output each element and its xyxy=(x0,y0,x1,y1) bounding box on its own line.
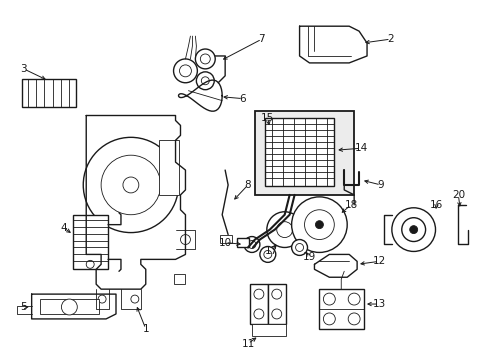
Text: 3: 3 xyxy=(20,64,27,74)
Text: 8: 8 xyxy=(244,180,251,190)
Bar xyxy=(237,238,248,247)
Text: 16: 16 xyxy=(429,200,442,210)
Bar xyxy=(21,79,76,107)
Circle shape xyxy=(291,197,346,252)
Text: 9: 9 xyxy=(377,180,384,190)
Bar xyxy=(220,235,232,243)
Circle shape xyxy=(173,59,197,83)
Circle shape xyxy=(253,289,264,299)
Circle shape xyxy=(83,137,178,233)
Text: 6: 6 xyxy=(239,94,246,104)
Circle shape xyxy=(409,226,417,234)
Circle shape xyxy=(295,243,303,251)
Text: 19: 19 xyxy=(302,252,315,262)
Circle shape xyxy=(276,222,292,238)
Circle shape xyxy=(180,235,190,244)
Bar xyxy=(40,299,99,314)
Text: 5: 5 xyxy=(20,302,27,312)
Bar xyxy=(251,324,285,336)
Circle shape xyxy=(196,72,214,90)
Circle shape xyxy=(101,155,161,215)
Bar xyxy=(158,140,178,195)
Circle shape xyxy=(347,313,359,325)
Bar xyxy=(264,118,334,186)
Bar xyxy=(319,289,364,329)
Circle shape xyxy=(259,247,275,262)
Text: 4: 4 xyxy=(60,222,66,233)
Circle shape xyxy=(200,54,210,64)
Text: 11: 11 xyxy=(241,339,254,349)
Circle shape xyxy=(266,212,302,247)
Circle shape xyxy=(271,309,281,319)
Circle shape xyxy=(195,49,215,69)
Bar xyxy=(173,274,185,284)
Circle shape xyxy=(304,210,334,239)
Circle shape xyxy=(86,260,94,268)
Bar xyxy=(73,215,108,269)
Bar xyxy=(267,284,285,324)
Text: 2: 2 xyxy=(387,34,393,44)
Text: 7: 7 xyxy=(258,34,264,44)
Circle shape xyxy=(253,309,264,319)
Text: 12: 12 xyxy=(371,256,385,266)
Text: 10: 10 xyxy=(218,238,231,248)
Circle shape xyxy=(401,218,425,242)
Circle shape xyxy=(271,289,281,299)
Text: 18: 18 xyxy=(344,200,357,210)
Circle shape xyxy=(391,208,435,251)
Circle shape xyxy=(347,293,359,305)
Bar xyxy=(249,284,267,324)
Circle shape xyxy=(315,221,323,229)
Text: 17: 17 xyxy=(264,247,278,256)
Text: 13: 13 xyxy=(371,299,385,309)
Circle shape xyxy=(323,293,335,305)
Text: 15: 15 xyxy=(261,113,274,123)
Circle shape xyxy=(131,295,139,303)
Circle shape xyxy=(247,240,255,248)
Circle shape xyxy=(179,65,191,77)
Circle shape xyxy=(201,77,209,85)
Circle shape xyxy=(61,299,77,315)
Circle shape xyxy=(98,295,106,303)
Circle shape xyxy=(291,239,307,255)
Circle shape xyxy=(323,313,335,325)
Circle shape xyxy=(264,251,271,258)
Circle shape xyxy=(122,177,139,193)
Bar xyxy=(254,111,353,195)
Text: 20: 20 xyxy=(451,190,464,200)
Text: 14: 14 xyxy=(354,143,367,153)
Circle shape xyxy=(244,237,259,252)
Text: 1: 1 xyxy=(142,324,149,334)
